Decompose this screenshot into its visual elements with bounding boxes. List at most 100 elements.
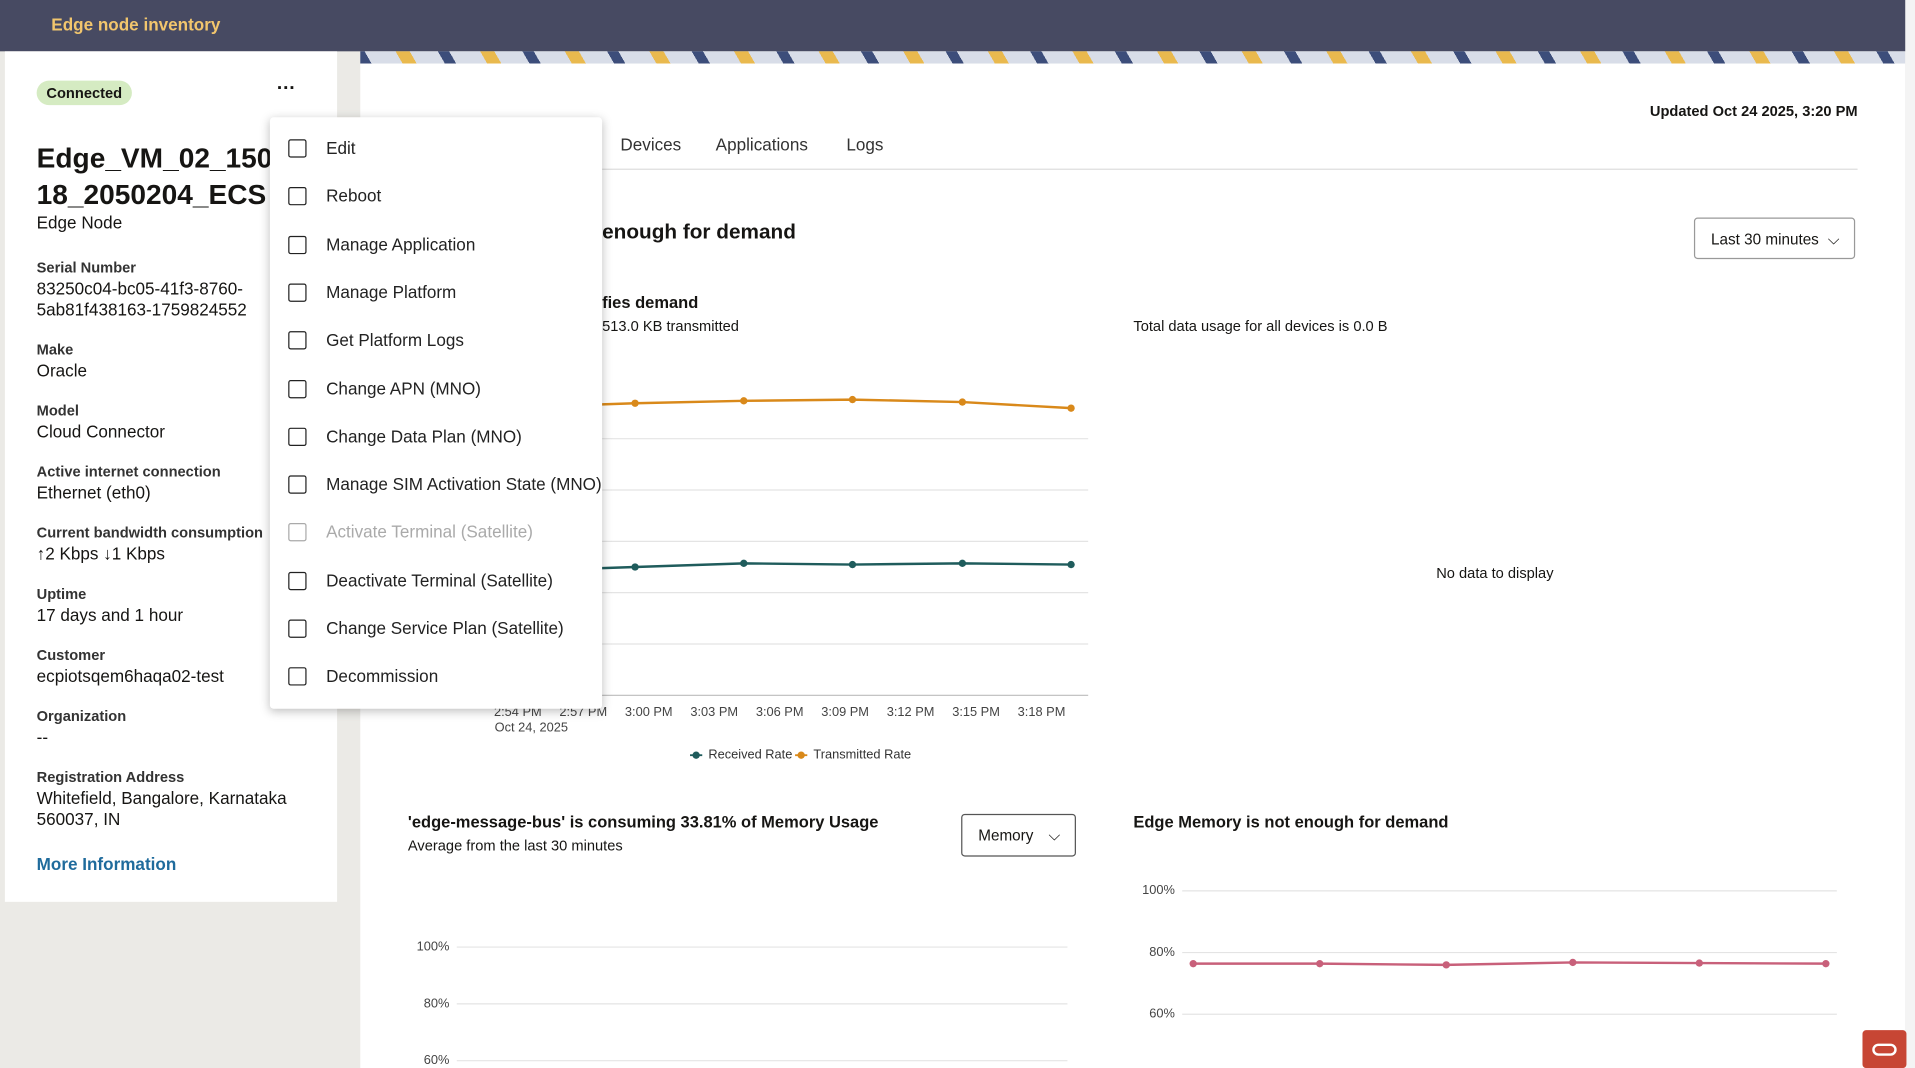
x-tick-label: 3:18 PM: [1018, 704, 1066, 719]
menu-item: Activate Terminal (Satellite): [326, 522, 533, 542]
y-tick-label: 100%: [417, 938, 450, 953]
field-value: 83250c04-bc05-41f3-8760-: [36, 278, 243, 299]
y-tick-label: 100%: [1142, 882, 1175, 897]
action-menu: Edit Reboot Manage Application Manage Platf…: [269, 117, 603, 709]
mem-app-subtitle: Average from the last 30 minutes: [407, 837, 623, 855]
tab[interactable]: Applications: [715, 134, 808, 154]
menu-icon: [288, 427, 307, 446]
oracle-logo[interactable]: [1862, 1030, 1907, 1068]
empty-note: No data to display: [1436, 564, 1554, 582]
node-name: 18_2050204_ECS: [36, 178, 267, 211]
x-tick-label: 3:12 PM: [887, 704, 935, 719]
tab-rule: [378, 168, 1858, 170]
transmitted-points: [631, 395, 1075, 412]
more-button[interactable]: …: [276, 73, 296, 95]
scrollbar: [1905, 0, 1915, 1068]
menu-item[interactable]: Manage SIM Activation State (MNO): [326, 474, 602, 494]
menu-item[interactable]: Change Data Plan (MNO): [326, 426, 522, 446]
field-label: Model: [36, 402, 79, 420]
status-badge: Connected: [36, 80, 132, 106]
field-value: 17 days and 1 hour: [36, 604, 184, 625]
memory-label: Memory: [978, 827, 1034, 845]
menu-icon: [288, 523, 307, 542]
network-title: enough for demand: [602, 219, 796, 244]
memory-point: [1189, 959, 1197, 968]
menu-item[interactable]: Change Service Plan (Satellite): [326, 618, 564, 638]
main-panel: [360, 63, 1906, 1068]
field-value: ↑2 Kbps ↓1 Kbps: [36, 543, 165, 564]
field-label: Serial Number: [36, 259, 137, 277]
field-label: Organization: [36, 707, 127, 725]
menu-item[interactable]: Deactivate Terminal (Satellite): [326, 570, 553, 590]
received-points: [631, 559, 1075, 571]
menu-icon: [288, 331, 307, 350]
field-label: Make: [36, 340, 74, 359]
menu-icon: [288, 283, 307, 302]
field-label: Customer: [36, 646, 106, 664]
y-tick-label: 60%: [1149, 1006, 1175, 1021]
memory-point: [1442, 961, 1450, 969]
memory-point: [1569, 958, 1577, 967]
legend-label: Transmitted Rate: [813, 747, 911, 762]
menu-item[interactable]: Decommission: [326, 666, 439, 686]
menu-item[interactable]: Edit: [326, 138, 356, 158]
tab[interactable]: Logs: [846, 134, 884, 154]
devices-caption: Total data usage for all devices is 0.0 …: [1133, 317, 1388, 335]
menu-icon: [288, 571, 307, 590]
received-line: [598, 562, 1072, 570]
app-title: Edge node inventory: [51, 14, 221, 35]
tab[interactable]: Devices: [620, 134, 682, 154]
y-tick-label: 80%: [1149, 944, 1175, 959]
field-label: Uptime: [36, 585, 87, 603]
field-value: Ethernet (eth0): [36, 482, 151, 503]
field-label: Registration Address: [36, 768, 185, 786]
field-value: Cloud Connector: [36, 421, 165, 442]
menu-item[interactable]: Change APN (MNO): [326, 378, 481, 398]
x-tick-label: 3:00 PM: [625, 704, 673, 719]
x-tick-label: 3:15 PM: [952, 704, 1000, 719]
y-tick-label: 60%: [424, 1052, 450, 1067]
updated: Updated Oct 24 2025, 3:20 PM: [1649, 102, 1858, 120]
mem-edge-title: Edge Memory is not enough for demand: [1133, 812, 1449, 831]
range-dropdown[interactable]: Last 30 minutes ⌵: [1693, 217, 1856, 260]
field-label: Current bandwidth consumption: [36, 524, 263, 542]
field-value: Whitefield, Bangalore, Karnataka: [36, 788, 287, 808]
range-label: Last 30 minutes: [1711, 230, 1819, 249]
menu-icon: [288, 379, 307, 398]
field-value: 5ab81f438163-1759824552: [36, 299, 247, 319]
node-name: Edge_VM_02_150: [36, 141, 273, 174]
memory-point: [1695, 959, 1703, 967]
field-label: Active internet connection: [36, 463, 221, 481]
menu-item[interactable]: Reboot: [326, 186, 382, 206]
menu-icon: [288, 475, 307, 494]
network-subtitle: fies demand: [602, 293, 699, 312]
menu-icon: [288, 187, 307, 206]
x-tick-label: 3:03 PM: [690, 704, 738, 719]
menu-icon: [288, 667, 307, 686]
memory-point: [1822, 959, 1830, 968]
menu-item[interactable]: Manage Platform: [326, 282, 457, 302]
menu-icon: [288, 619, 307, 638]
top-bar: [0, 0, 1915, 52]
menu-item[interactable]: Manage Application: [326, 234, 476, 254]
transmitted-line: [598, 398, 1072, 410]
mem-app-title: 'edge-message-bus' is consuming 33.81% o…: [407, 812, 879, 831]
more-link[interactable]: More Information: [36, 854, 177, 874]
memory-line: [1193, 961, 1826, 967]
legend-label: Received Rate: [708, 747, 792, 762]
x-tick-label: 3:06 PM: [756, 704, 804, 719]
menu-item[interactable]: Get Platform Logs: [326, 330, 464, 350]
memory-point: [1316, 959, 1324, 968]
field-value: 560037, IN: [36, 808, 121, 829]
x-tick-label: 3:09 PM: [821, 704, 869, 719]
field-value: Oracle: [36, 360, 87, 381]
field-value: --: [36, 727, 49, 747]
node-kind: Edge Node: [36, 212, 123, 233]
field-value: ecpiotsqem6haqa02-test: [36, 665, 224, 686]
memory-dropdown[interactable]: Memory ⌵: [961, 813, 1076, 857]
menu-icon: [288, 139, 307, 158]
menu-icon: [288, 235, 307, 254]
banner: [360, 51, 1906, 64]
